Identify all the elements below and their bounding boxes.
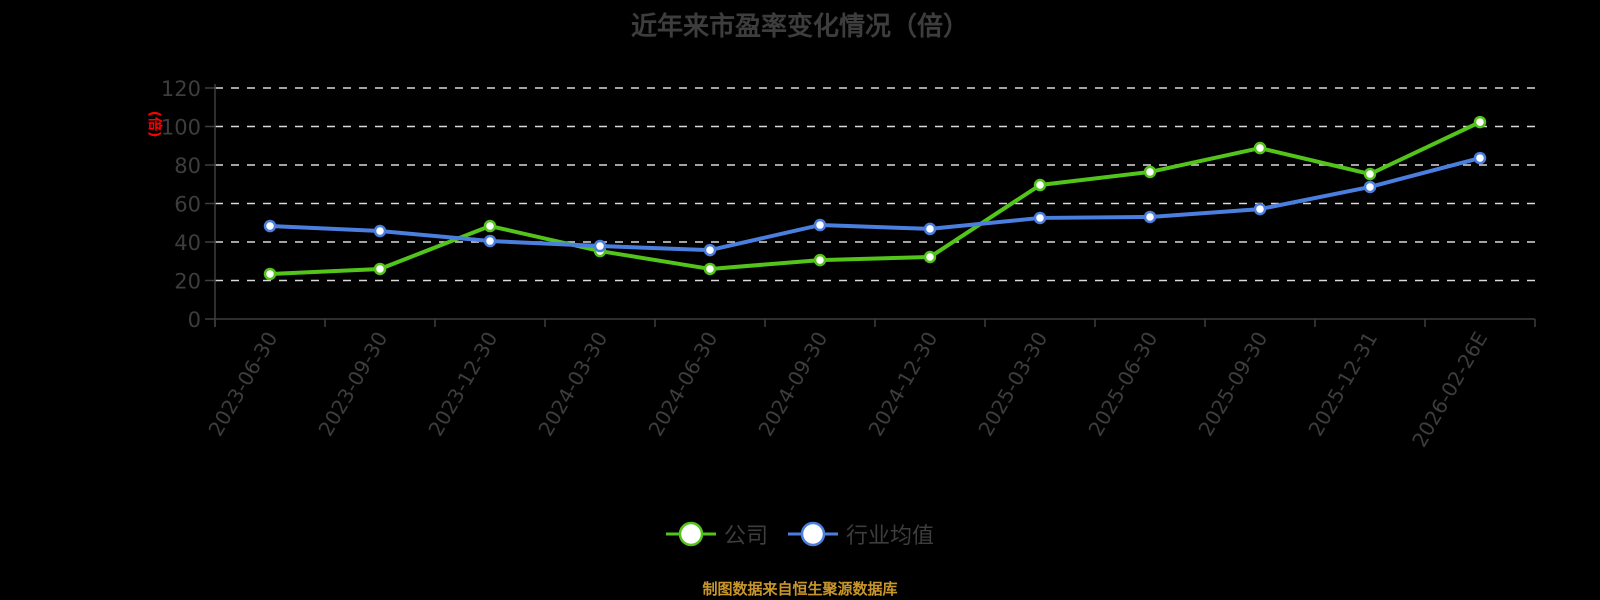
- data-point[interactable]: [923, 222, 937, 236]
- data-point[interactable]: [1143, 210, 1157, 224]
- y-tick-label: 0: [188, 308, 201, 332]
- series-company: [263, 115, 1487, 281]
- y-tick-label: 100: [161, 116, 201, 140]
- y-axis-unit-label: (倍): [146, 111, 163, 138]
- y-tick-label: 20: [174, 270, 201, 294]
- series-lines: [263, 115, 1487, 281]
- x-tick-label: 2025-12-31: [1303, 328, 1382, 441]
- data-point[interactable]: [373, 224, 387, 238]
- data-point[interactable]: [593, 239, 607, 253]
- series-line: [269, 120, 1481, 276]
- y-tick-label: 60: [174, 193, 201, 217]
- data-point[interactable]: [483, 234, 497, 248]
- data-point[interactable]: [813, 218, 827, 232]
- legend-item-industry-average[interactable]: 行业均值: [788, 518, 934, 550]
- data-point[interactable]: [1033, 178, 1047, 192]
- x-tick-label: 2024-06-30: [643, 328, 722, 441]
- x-tick-label: 2026-02-26E: [1407, 328, 1492, 452]
- legend-marker-company-icon: [665, 521, 716, 547]
- data-point[interactable]: [1143, 165, 1157, 179]
- x-tick-label: 2023-06-30: [203, 328, 282, 441]
- x-tick-label: 2024-03-30: [533, 328, 612, 441]
- data-source-footer: 制图数据来自恒生聚源数据库: [702, 580, 898, 598]
- x-tick-label: 2023-12-30: [423, 328, 502, 441]
- y-tick-label: 120: [161, 77, 201, 101]
- data-point[interactable]: [923, 250, 937, 264]
- chart-title: 近年来市盈率变化情况（倍）: [630, 12, 969, 42]
- x-axis: 2023-06-30 2023-09-30 2023-12-30 2024-03-30…: [203, 318, 1536, 452]
- data-point[interactable]: [703, 262, 717, 276]
- x-tick-label: 2025-09-30: [1193, 328, 1272, 441]
- legend-label-industry-average: 行业均值: [846, 524, 935, 549]
- data-point[interactable]: [263, 219, 277, 233]
- legend-item-company[interactable]: 公司: [665, 518, 768, 550]
- data-point[interactable]: [1473, 151, 1487, 165]
- data-point[interactable]: [1253, 141, 1267, 155]
- data-point[interactable]: [703, 243, 717, 257]
- y-tick-label: 40: [174, 231, 201, 255]
- x-tick-label: 2025-06-30: [1083, 328, 1162, 441]
- data-point[interactable]: [1033, 211, 1047, 225]
- data-point[interactable]: [813, 253, 827, 267]
- x-tick-label: 2024-12-30: [863, 328, 942, 441]
- data-point[interactable]: [263, 267, 277, 281]
- data-point[interactable]: [1363, 167, 1377, 181]
- data-point[interactable]: [373, 262, 387, 276]
- grid-lines: [215, 87, 1535, 282]
- legend-label-company: 公司: [723, 524, 768, 549]
- series-line: [269, 156, 1481, 253]
- data-point[interactable]: [1363, 180, 1377, 194]
- y-tick-label: 80: [174, 154, 201, 178]
- x-tick-label: 2023-09-30: [313, 328, 392, 441]
- legend: 公司 行业均值: [0, 518, 1600, 550]
- data-point[interactable]: [1253, 202, 1267, 216]
- data-point[interactable]: [483, 219, 497, 233]
- y-axis: 0 20 40 60 80 100 120: [161, 77, 216, 332]
- x-tick-label: 2024-09-30: [753, 328, 832, 441]
- data-point[interactable]: [1473, 115, 1487, 129]
- series-industry-average: [263, 151, 1487, 257]
- x-tick-label: 2025-03-30: [973, 328, 1052, 441]
- legend-marker-industry-icon: [788, 521, 838, 547]
